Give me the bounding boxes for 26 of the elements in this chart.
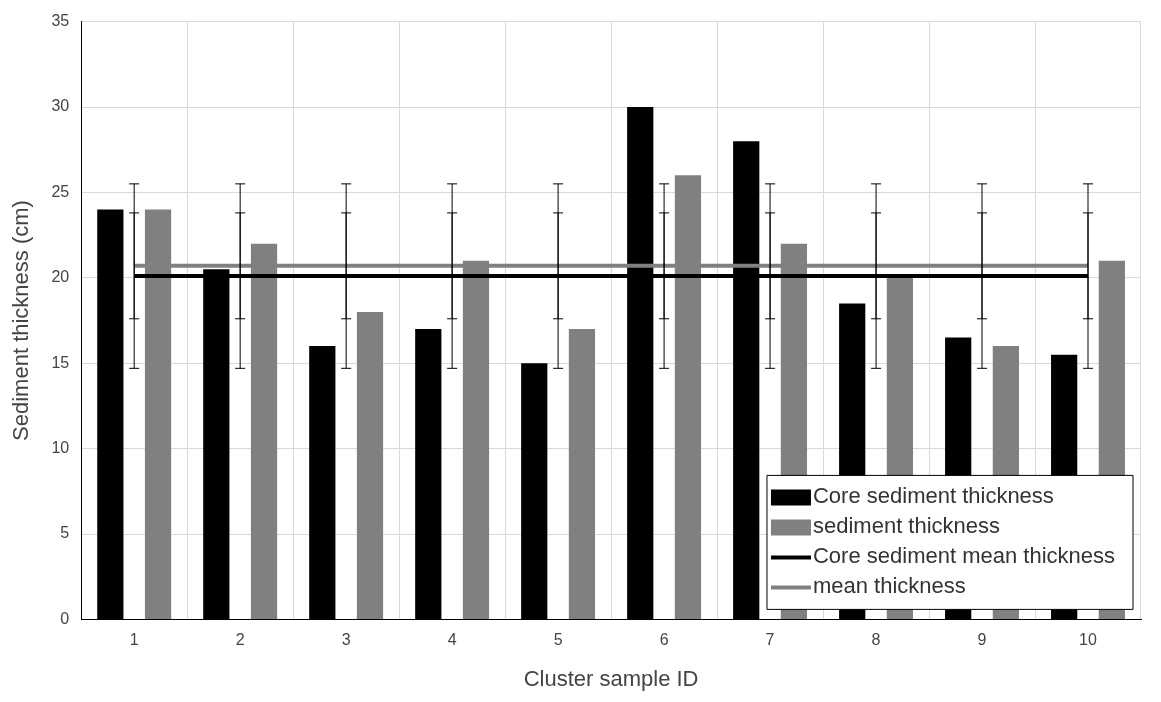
y-tick-label: 30 bbox=[51, 97, 70, 115]
x-tick-label: 5 bbox=[553, 631, 563, 649]
legend-label: Core sediment thickness bbox=[812, 483, 1054, 509]
x-tick-label: 10 bbox=[1079, 631, 1098, 649]
y-tick-label: 35 bbox=[51, 12, 70, 30]
y-axis-title: Sediment thickness (cm) bbox=[8, 200, 34, 441]
legend-label: Core sediment mean thickness bbox=[812, 543, 1115, 569]
x-tick-label: 3 bbox=[341, 631, 351, 649]
legend-label: mean thickness bbox=[812, 573, 966, 599]
y-tick-label: 5 bbox=[60, 524, 70, 542]
x-tick-label: 4 bbox=[447, 631, 457, 649]
x-tick-label: 6 bbox=[659, 631, 669, 649]
y-tick-label: 0 bbox=[60, 609, 70, 627]
y-tick-label: 20 bbox=[51, 268, 70, 286]
x-axis-title: Cluster sample ID bbox=[523, 665, 699, 691]
y-tick-label: 15 bbox=[51, 353, 70, 371]
legend-label: sediment thickness bbox=[812, 513, 1001, 539]
x-tick-label: 1 bbox=[129, 631, 139, 649]
x-tick-label: 2 bbox=[235, 631, 245, 649]
y-tick-label: 25 bbox=[51, 182, 70, 200]
bar bbox=[568, 329, 596, 619]
bar bbox=[356, 311, 384, 619]
x-tick-label: 8 bbox=[871, 631, 881, 649]
y-tick-label: 10 bbox=[51, 439, 70, 457]
x-tick-label: 9 bbox=[977, 631, 987, 649]
x-tick-label: 7 bbox=[765, 631, 775, 649]
